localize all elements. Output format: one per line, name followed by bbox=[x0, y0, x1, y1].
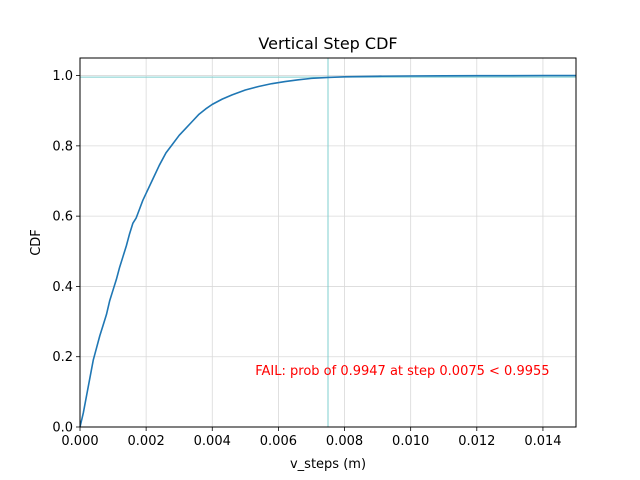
y-tick-label: 0.2 bbox=[52, 350, 73, 365]
y-tick-label: 0.8 bbox=[52, 139, 73, 154]
y-axis-label: CDF bbox=[29, 229, 44, 256]
x-tick-label: 0.014 bbox=[524, 434, 561, 449]
series-layer bbox=[79, 74, 577, 428]
x-axis-ticks: 0.000 0.002 0.004 0.006 0.008 0.010 0.012 0.014 bbox=[61, 427, 562, 449]
x-tick-label: 0.000 bbox=[61, 434, 98, 449]
y-tick-label: 0.6 bbox=[52, 210, 73, 225]
x-tick-label: 0.004 bbox=[194, 434, 231, 449]
x-tick-label: 0.006 bbox=[260, 434, 297, 449]
x-tick-label: 0.010 bbox=[392, 434, 429, 449]
fail-annotation: FAIL: prob of 0.9947 at step 0.0075 < 0.… bbox=[255, 364, 549, 379]
x-tick-label: 0.008 bbox=[326, 434, 363, 449]
plot-frame bbox=[79, 57, 577, 428]
y-axis-ticks: 0.0 0.2 0.4 0.6 0.8 1.0 bbox=[52, 69, 80, 436]
y-tick-label: 0.4 bbox=[52, 280, 73, 295]
x-tick-label: 0.002 bbox=[128, 434, 165, 449]
x-axis-label: v_steps (m) bbox=[290, 457, 366, 472]
cdf-series-line bbox=[79, 74, 577, 428]
x-tick-label: 0.012 bbox=[458, 434, 495, 449]
y-tick-label: 0.0 bbox=[52, 421, 73, 436]
chart-title: Vertical Step CDF bbox=[258, 34, 397, 53]
y-tick-label: 1.0 bbox=[52, 69, 73, 84]
